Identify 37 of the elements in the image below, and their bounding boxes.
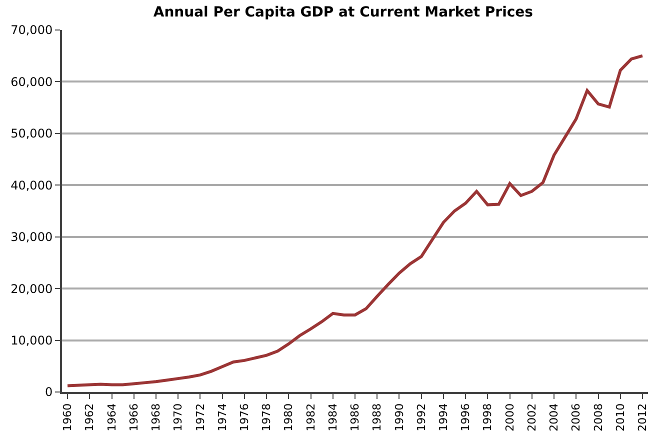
x-tick-label: 1966 [127, 403, 140, 432]
x-tick-label: 1968 [150, 403, 163, 432]
y-tick-label: 60,000 [10, 74, 53, 89]
x-tick-label: 1976 [238, 403, 252, 432]
x-tick-label: 2004 [548, 403, 561, 432]
y-tick-label: 30,000 [10, 230, 53, 244]
x-tick-label: 1986 [348, 403, 362, 432]
y-tick-label: 20,000 [10, 282, 53, 296]
x-tick-label: 2002 [525, 403, 538, 432]
y-tick-label: 40,000 [10, 178, 53, 192]
x-tick-label: 1960 [61, 403, 74, 432]
x-tick-label: 2008 [592, 403, 605, 432]
x-tick-label: 2006 [570, 403, 583, 432]
x-tick-label: 1964 [105, 403, 118, 432]
x-tick-label: 1962 [83, 403, 96, 432]
x-tick-label: 1980 [282, 403, 296, 432]
x-tick-label: 1992 [414, 403, 428, 432]
y-tick-label: 10,000 [10, 333, 53, 348]
x-tick-label: 1990 [392, 403, 406, 432]
line-series [66, 54, 644, 388]
y-tick-label: 50,000 [10, 126, 53, 141]
x-tick-label: 1982 [304, 403, 318, 432]
x-tick-label: 1996 [459, 403, 472, 432]
y-tick-label: 70,000 [10, 23, 53, 38]
x-tick-label: 2010 [614, 403, 627, 432]
x-tick-label: 1988 [370, 403, 384, 432]
chart-title: Annual Per Capita GDP at Current Market Prices [153, 4, 534, 20]
x-tick-label: 1978 [260, 403, 274, 432]
x-tick-label: 1998 [481, 403, 494, 432]
y-tick-label: 0 [44, 385, 53, 400]
x-tick-label: 2000 [503, 403, 516, 432]
x-tick-label: 1972 [194, 403, 207, 432]
x-tick-label: 1984 [326, 403, 340, 432]
x-tick-label: 1994 [437, 403, 450, 432]
x-tick-label: 1970 [172, 403, 185, 432]
x-tick-label: 2012 [636, 403, 650, 432]
x-tick-label: 1974 [216, 403, 229, 432]
